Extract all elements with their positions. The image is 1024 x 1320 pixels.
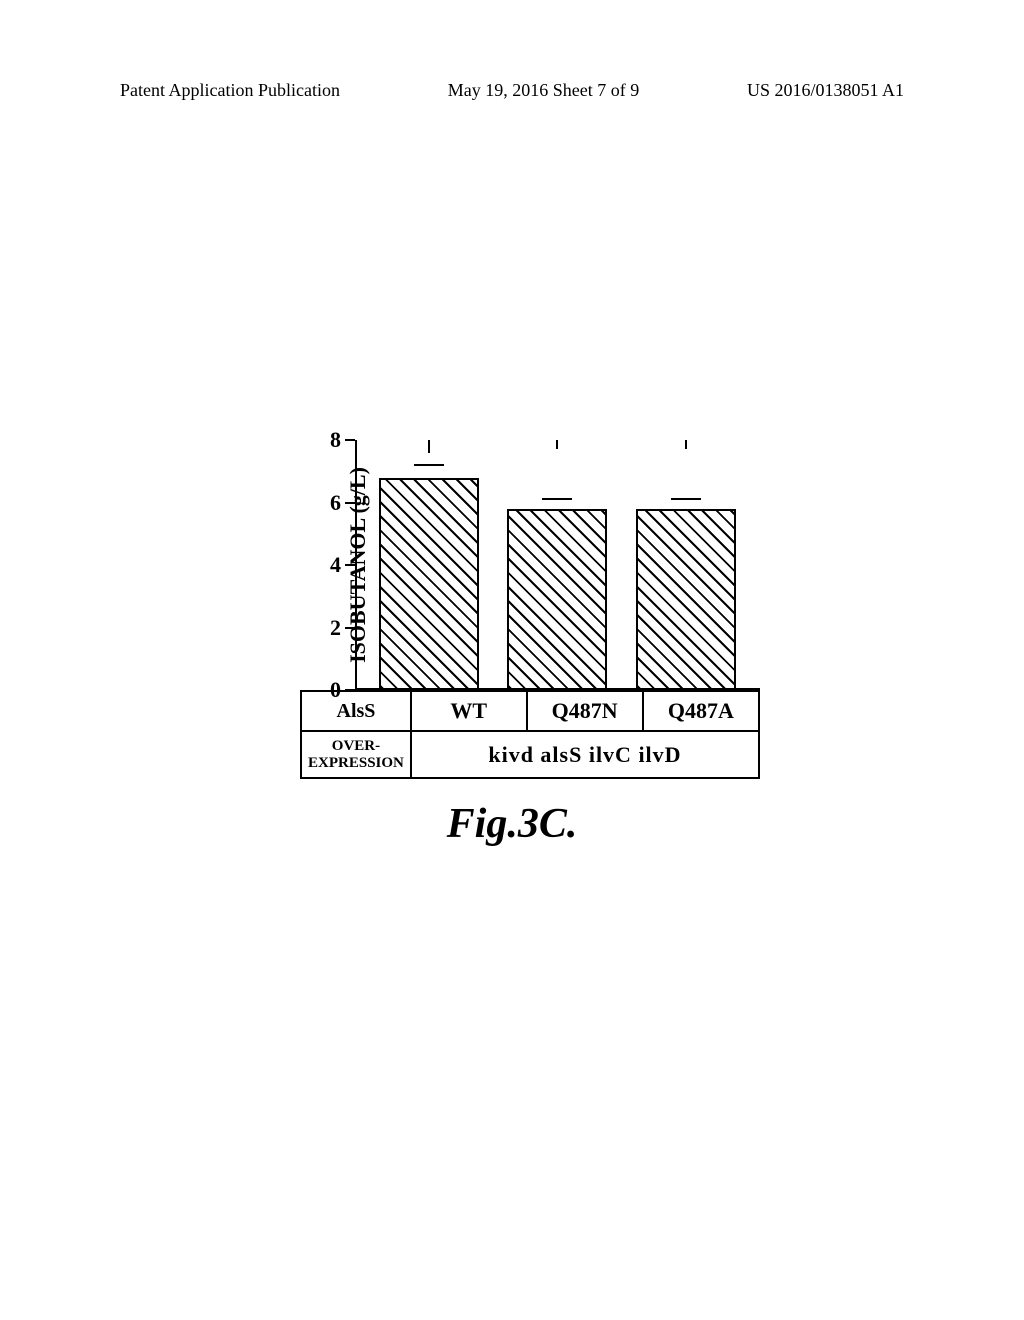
bar-group [374, 440, 484, 690]
y-tick-label: 0 [330, 677, 341, 703]
y-tick: 4 [330, 552, 355, 578]
y-tick-label: 8 [330, 427, 341, 453]
error-bar [556, 440, 558, 449]
figure-container: ISOBUTANOL (g/L) 02468 AlsS WT Q487N Q48… [270, 440, 770, 779]
error-cap [671, 498, 701, 500]
header-right: US 2016/0138051 A1 [747, 80, 904, 101]
y-tick-mark [345, 439, 355, 441]
bar-hatch [509, 511, 605, 688]
header-left: Patent Application Publication [120, 80, 340, 101]
bar [507, 509, 607, 690]
error-bar [685, 440, 687, 449]
y-tick: 2 [330, 615, 355, 641]
y-tick-mark [345, 689, 355, 691]
figure-caption: Fig.3C. [447, 800, 578, 848]
row-label-alss: AlsS [301, 691, 411, 731]
error-cap [414, 464, 444, 466]
error-bar [428, 440, 430, 453]
bars-area [355, 440, 760, 690]
table-cell: Q487N [527, 691, 643, 731]
bar-hatch [638, 511, 734, 688]
y-tick-label: 2 [330, 615, 341, 641]
y-tick-mark [345, 564, 355, 566]
genes-cell: kivd alsS ilvC ilvD [411, 731, 759, 778]
y-tick-label: 4 [330, 552, 341, 578]
table-row: OVER-EXPRESSION kivd alsS ilvC ilvD [301, 731, 759, 778]
bar-hatch [381, 480, 477, 689]
y-tick-label: 6 [330, 490, 341, 516]
y-tick-mark [345, 502, 355, 504]
table-row: AlsS WT Q487N Q487A [301, 691, 759, 731]
bar-chart: ISOBUTANOL (g/L) 02468 [300, 440, 760, 690]
header-center: May 19, 2016 Sheet 7 of 9 [448, 80, 639, 101]
error-cap [542, 498, 572, 500]
bar [379, 478, 479, 691]
page-header: Patent Application Publication May 19, 2… [0, 80, 1024, 101]
bar [636, 509, 736, 690]
bar-group [502, 440, 612, 690]
bar-group [631, 440, 741, 690]
table-cell: WT [411, 691, 527, 731]
row-label-overexpression: OVER-EXPRESSION [301, 731, 411, 778]
data-table: AlsS WT Q487N Q487A OVER-EXPRESSION kivd… [300, 690, 760, 779]
y-tick: 6 [330, 490, 355, 516]
table-cell: Q487A [643, 691, 759, 731]
y-tick-mark [345, 627, 355, 629]
y-ticks: 02468 [300, 440, 355, 690]
y-tick: 0 [330, 677, 355, 703]
y-tick: 8 [330, 427, 355, 453]
